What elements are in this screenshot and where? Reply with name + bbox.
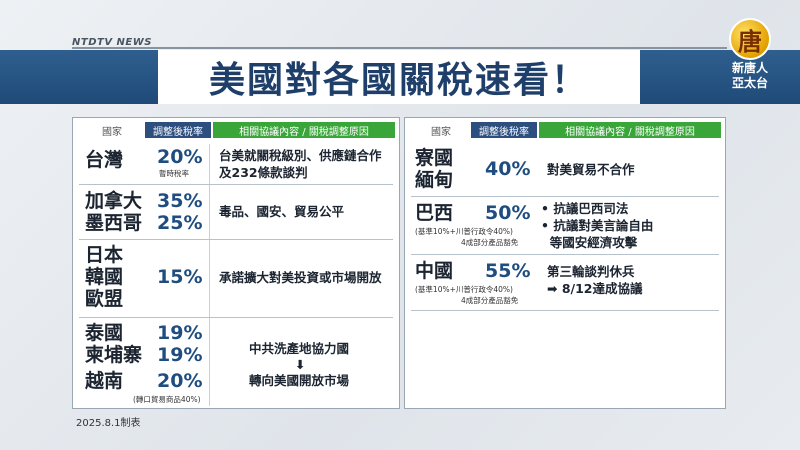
reason-line: 對美貿易不合作 [547, 162, 635, 177]
country-name: 緬甸 [415, 169, 454, 191]
rate-note: 4成部分產品豁免 [461, 296, 519, 305]
country-name: 越南 [85, 370, 124, 392]
country-name: 巴西 [415, 202, 454, 224]
header-reason: 相關協議內容 / 關稅調整原因 [213, 122, 395, 138]
country-name: 中國 [415, 260, 454, 282]
rate-note: 4成部分產品豁免 [461, 238, 519, 247]
country-name: 寮國 [415, 147, 454, 169]
brand-label: NTDTV NEWS [72, 37, 152, 48]
tariff-rate: 20% [157, 370, 203, 392]
reason-line: 台美就關稅級別、供應鏈合作 [219, 148, 382, 163]
tariff-rate: 55% [485, 260, 531, 282]
reason-line: 承諾擴大對美投資或市場開放 [219, 270, 382, 285]
country-name: 柬埔寨 [85, 344, 143, 366]
reason-line: ➡ 8/12達成協議 [547, 281, 643, 296]
reason-line: 第三輪談判休兵 [547, 264, 635, 279]
reason-line: 中共洗產地協力國 [249, 341, 350, 356]
country-name: 台灣 [85, 149, 124, 171]
header-reason: 相關協議內容 / 關稅調整原因 [539, 122, 721, 138]
country-name: 墨西哥 [85, 212, 143, 234]
reason-line: 毒品、國安、貿易公平 [219, 204, 345, 219]
country-name: 泰國 [85, 322, 124, 344]
right-table: 國家 調整後稅率 相關協議內容 / 關稅調整原因 寮國 緬甸 40% 對美貿易不… [404, 117, 726, 409]
tariff-rate: 19% [157, 344, 203, 366]
tariff-rate: 35% [157, 190, 203, 212]
logo-icon: 唐 [729, 18, 771, 60]
down-arrow-icon: ⬇ [295, 357, 306, 372]
rate-note: 暫時稅率 [159, 169, 189, 178]
tariff-rate: 25% [157, 212, 203, 234]
tariff-rate: 40% [485, 158, 531, 180]
reason-line: • 抗議對美言論自由 [541, 218, 654, 233]
page-title: 美國對各國關稅速看！ [158, 50, 640, 104]
rate-note: (基準10%+川普行政令40%) [415, 285, 513, 294]
tariff-rate: 19% [157, 322, 203, 344]
reason-line: 轉向美國開放市場 [249, 373, 350, 388]
logo-line2: 亞太台 [731, 76, 768, 90]
country-name: 加拿大 [85, 190, 143, 212]
tariff-rate: 20% [157, 146, 203, 168]
header-country: 國家 [431, 126, 451, 138]
top-rule [72, 47, 727, 49]
country-name: 日本 [85, 244, 124, 266]
country-name: 韓國 [85, 266, 124, 288]
header-rate: 調整後稅率 [145, 122, 211, 138]
country-name: 歐盟 [85, 288, 124, 310]
header-country: 國家 [102, 126, 122, 138]
reason-line: • 抗議巴西司法 [541, 201, 629, 216]
tariff-rate: 50% [485, 202, 531, 224]
rate-note: (基準10%+川普行政令40%) [415, 227, 513, 236]
tariff-rate: 15% [157, 266, 203, 288]
logo-line1: 新唐人 [731, 61, 768, 75]
date-note: 2025.8.1制表 [76, 418, 141, 429]
reason-line: 及232條款談判 [219, 165, 308, 180]
channel-logo: 唐 新唐人 亞太台 [714, 18, 786, 102]
rate-note: (轉口貿易商品40%) [133, 395, 201, 404]
header-rate: 調整後稅率 [471, 122, 537, 138]
reason-line: 等國安經濟攻擊 [541, 235, 638, 250]
left-table: 國家 調整後稅率 相關協議內容 / 關稅調整原因 台灣 20% 暫時稅率 台美就… [72, 117, 400, 409]
